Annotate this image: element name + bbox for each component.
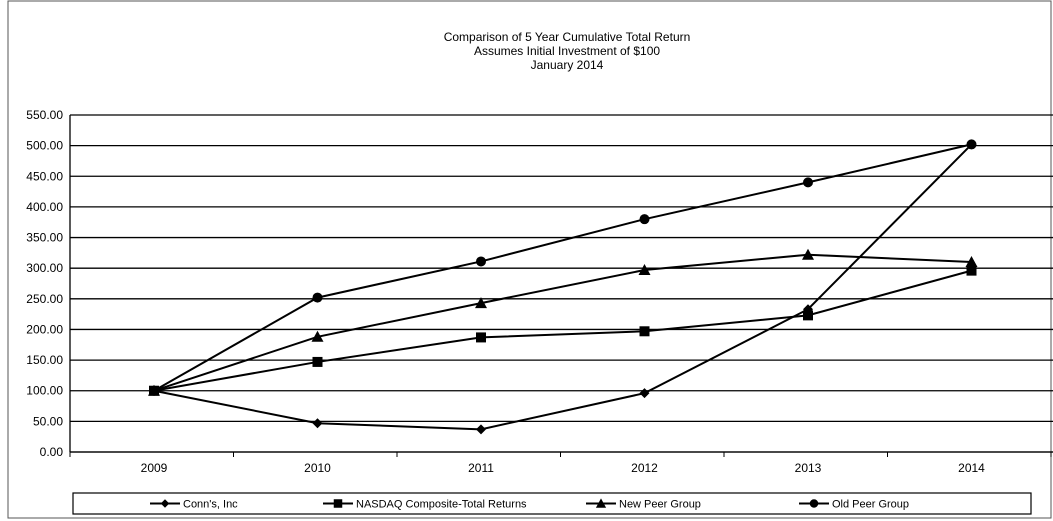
legend-marker-circle-icon <box>809 499 819 508</box>
data-point-square <box>803 310 813 321</box>
data-point-circle <box>803 177 813 188</box>
y-tick-label: 150.00 <box>26 353 63 367</box>
data-point-square <box>639 326 650 337</box>
chart-title: Comparison of 5 Year Cumulative Total Re… <box>444 30 691 44</box>
data-point-square <box>966 265 977 276</box>
data-point-triangle <box>475 297 487 309</box>
y-tick-label: 550.00 <box>26 108 63 122</box>
y-tick-label: 500.00 <box>26 139 63 153</box>
x-tick-label: 2013 <box>795 461 822 475</box>
data-point-triangle <box>638 264 651 276</box>
data-point-triangle <box>802 248 814 260</box>
series-markers <box>148 139 978 435</box>
data-point-diamond <box>312 418 323 429</box>
y-tick-labels: 0.00 50.00 100.00 150.00 200.00 250.00 300.00 3… <box>26 108 63 459</box>
grid-lines <box>70 114 1053 453</box>
x-tick-labels: 2009 2010 2011 2012 2013 2014 <box>141 461 986 475</box>
data-point-circle <box>966 139 977 150</box>
y-tick-label: 50.00 <box>33 414 63 428</box>
legend-label: Conn's, Inc <box>183 499 238 511</box>
chart-border <box>7 0 1052 519</box>
data-point-square <box>312 356 323 367</box>
legend-marker-diamond-icon <box>160 499 170 508</box>
x-tick-label: 2014 <box>958 461 985 475</box>
legend-label: Old Peer Group <box>832 499 909 511</box>
series-line-triangle <box>153 253 972 392</box>
data-point-triangle <box>965 256 978 268</box>
legend-marker-square-icon <box>333 499 343 508</box>
legend-marker-triangle-icon <box>595 498 607 508</box>
y-tick-label: 200.00 <box>26 322 63 336</box>
data-point-square <box>476 332 486 343</box>
data-point-diamond <box>476 424 486 435</box>
y-tick-label: 250.00 <box>26 292 63 306</box>
data-point-circle <box>149 385 159 396</box>
x-tick-label: 2010 <box>304 461 331 475</box>
x-tick-label: 2011 <box>468 461 494 475</box>
y-tick-label: 400.00 <box>26 200 63 214</box>
series-line-square <box>153 269 972 392</box>
chart-subtitle-2: January 2014 <box>531 58 604 72</box>
legend-box <box>72 492 1032 515</box>
series-line-circle <box>153 143 972 392</box>
data-point-diamond <box>639 388 650 399</box>
series-line-diamond <box>153 143 973 431</box>
y-tick-label: 100.00 <box>26 384 63 398</box>
data-point-triangle <box>311 330 324 342</box>
x-tick-label: 2009 <box>141 461 168 475</box>
data-point-circle <box>476 256 486 267</box>
axes <box>69 115 1053 457</box>
y-tick-label: 0.00 <box>40 445 64 459</box>
legend-label: NASDAQ Composite-Total Returns <box>356 499 527 511</box>
y-tick-label: 350.00 <box>26 231 63 245</box>
y-tick-label: 450.00 <box>26 169 63 183</box>
legend: Conn's, Inc NASDAQ Composite-Total Return… <box>72 492 1032 515</box>
series-lines <box>153 143 973 431</box>
data-point-circle <box>639 214 650 225</box>
legend-label: New Peer Group <box>619 499 701 511</box>
y-tick-label: 300.00 <box>26 261 63 275</box>
x-tick-label: 2012 <box>631 461 658 475</box>
data-point-circle <box>312 292 323 303</box>
chart-subtitle-1: Assumes Initial Investment of $100 <box>474 44 660 58</box>
